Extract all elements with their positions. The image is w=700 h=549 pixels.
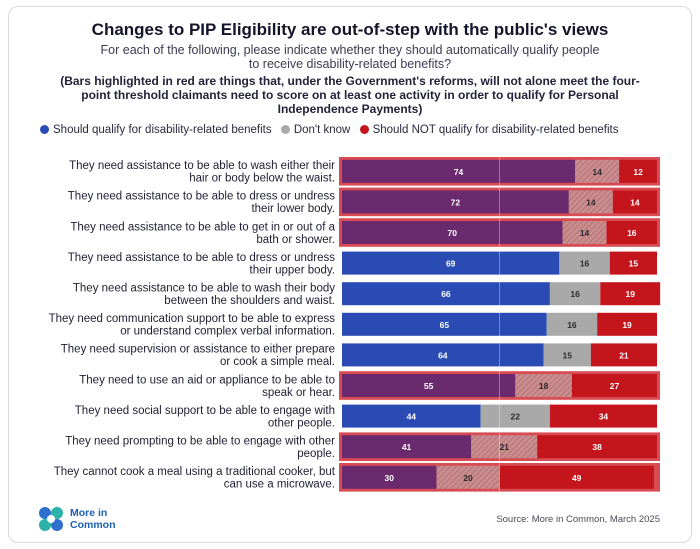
- data-label: 16: [580, 259, 590, 269]
- data-label: 55: [424, 381, 434, 391]
- bar-should-qualify: [342, 251, 560, 275]
- source-note: Source: More in Common, March 2025: [496, 514, 660, 525]
- logo-wordmark: More in Common: [70, 507, 150, 531]
- bar-dont-know: [575, 159, 620, 183]
- data-label: 34: [599, 412, 609, 422]
- data-label: 38: [592, 442, 602, 452]
- bar-should-qualify: [342, 190, 569, 214]
- chart-frame: [8, 6, 692, 543]
- data-label: 16: [570, 289, 580, 299]
- bar-should-not-qualify: [606, 221, 657, 244]
- data-label: 64: [438, 350, 448, 360]
- legend-item-dont-know: Don't know: [280, 124, 351, 136]
- legend-item-qualify: Should qualify for disability-related be…: [40, 124, 272, 136]
- data-label: 70: [448, 228, 458, 238]
- chart-note: (Bars highlighted in red are things that…: [60, 74, 640, 116]
- bar-dont-know: [562, 221, 607, 244]
- data-label: 21: [619, 350, 629, 360]
- data-label: 49: [572, 473, 582, 483]
- data-label: 20: [463, 473, 473, 483]
- category-label: They need assistance to be able to wash …: [73, 282, 335, 307]
- bar-should-qualify: [342, 374, 516, 397]
- bar-should-qualify: [342, 159, 576, 183]
- data-label: 22: [511, 412, 521, 422]
- bar-should-not-qualify: [612, 190, 657, 214]
- bar-should-not-qualify: [609, 251, 657, 275]
- logo-line-1: More in: [70, 507, 108, 519]
- more-in-common-logo-icon: [39, 507, 63, 531]
- data-label: 27: [610, 381, 620, 391]
- legend-swatch-not-qualify: [359, 125, 369, 134]
- data-label: 74: [454, 167, 464, 177]
- bar-should-not-qualify: [597, 312, 657, 336]
- category-label: They need social support to be able to e…: [75, 405, 335, 430]
- legend-label-qualify: Should qualify for disability-related be…: [53, 124, 272, 136]
- bar-dont-know: [436, 465, 500, 489]
- bar-should-not-qualify: [537, 435, 657, 459]
- bar-dont-know: [546, 312, 598, 336]
- legend: Should qualify for disability-related be…: [40, 124, 680, 136]
- chart-subtitle: For each of the following, please indica…: [100, 43, 600, 71]
- bar-should-qualify: [342, 312, 547, 336]
- legend-swatch-dont-know: [280, 125, 290, 134]
- legend-item-not-qualify: Should NOT qualify for disability-relate…: [359, 124, 619, 136]
- data-label: 19: [625, 289, 635, 299]
- logo-line-2: Common: [70, 518, 116, 531]
- data-label: 66: [441, 289, 451, 299]
- category-label: They need prompting to be able to engage…: [65, 435, 335, 460]
- bar-dont-know: [549, 282, 601, 306]
- category-label: They need assistance to be able to dress…: [68, 252, 335, 277]
- data-label: 14: [586, 197, 596, 207]
- data-label: 16: [627, 228, 637, 238]
- data-label: 18: [539, 381, 549, 391]
- data-label: 72: [451, 197, 461, 207]
- bar-should-not-qualify: [499, 465, 654, 489]
- category-label: They need assistance to be able to dress…: [68, 191, 335, 216]
- bar-should-qualify: [342, 465, 437, 489]
- category-label: They need supervision or assistance to e…: [61, 344, 335, 369]
- data-label: 19: [622, 320, 632, 330]
- data-label: 15: [629, 259, 639, 269]
- bar-should-qualify: [342, 343, 544, 367]
- bar-should-not-qualify: [571, 374, 657, 397]
- data-label: 12: [633, 167, 643, 177]
- legend-label-not-qualify: Should NOT qualify for disability-relate…: [372, 124, 619, 136]
- category-label: They need communication support to be ab…: [49, 313, 336, 338]
- bar-dont-know: [471, 435, 538, 459]
- category-label: They need assistance to be able to get i…: [70, 221, 335, 246]
- data-label: 16: [567, 320, 577, 330]
- chart-title: Changes to PIP Eligibility are out-of-st…: [91, 20, 609, 39]
- bar-dont-know: [480, 404, 550, 428]
- data-label: 65: [440, 320, 450, 330]
- data-label: 30: [385, 473, 395, 483]
- data-label: 14: [592, 167, 602, 177]
- legend-label-dont-know: Don't know: [293, 124, 351, 136]
- bar-should-qualify: [342, 221, 563, 244]
- bar-should-not-qualify: [619, 159, 657, 183]
- bar-dont-know: [559, 251, 610, 275]
- bar-should-qualify: [342, 435, 472, 459]
- data-label: 14: [580, 228, 590, 238]
- data-label: 69: [446, 259, 456, 269]
- data-label: 21: [499, 442, 509, 452]
- category-label: They cannot cook a meal using a traditio…: [54, 466, 336, 491]
- bar-dont-know: [515, 374, 572, 397]
- bar-should-qualify: [342, 404, 481, 428]
- bar-dont-know: [543, 343, 591, 367]
- data-label: 41: [402, 442, 412, 452]
- bar-should-not-qualify: [600, 282, 661, 306]
- data-label: 15: [562, 350, 572, 360]
- category-label: They need to use an aid or appliance to …: [79, 374, 335, 399]
- bar-should-not-qualify: [590, 343, 657, 367]
- bar-should-not-qualify: [549, 404, 657, 428]
- legend-swatch-qualify: [40, 125, 49, 134]
- data-label: 14: [630, 197, 640, 207]
- bar-should-qualify: [342, 282, 550, 306]
- bar-dont-know: [568, 190, 613, 214]
- category-label: They need assistance to be able to wash …: [69, 160, 335, 185]
- data-label: 44: [407, 412, 417, 422]
